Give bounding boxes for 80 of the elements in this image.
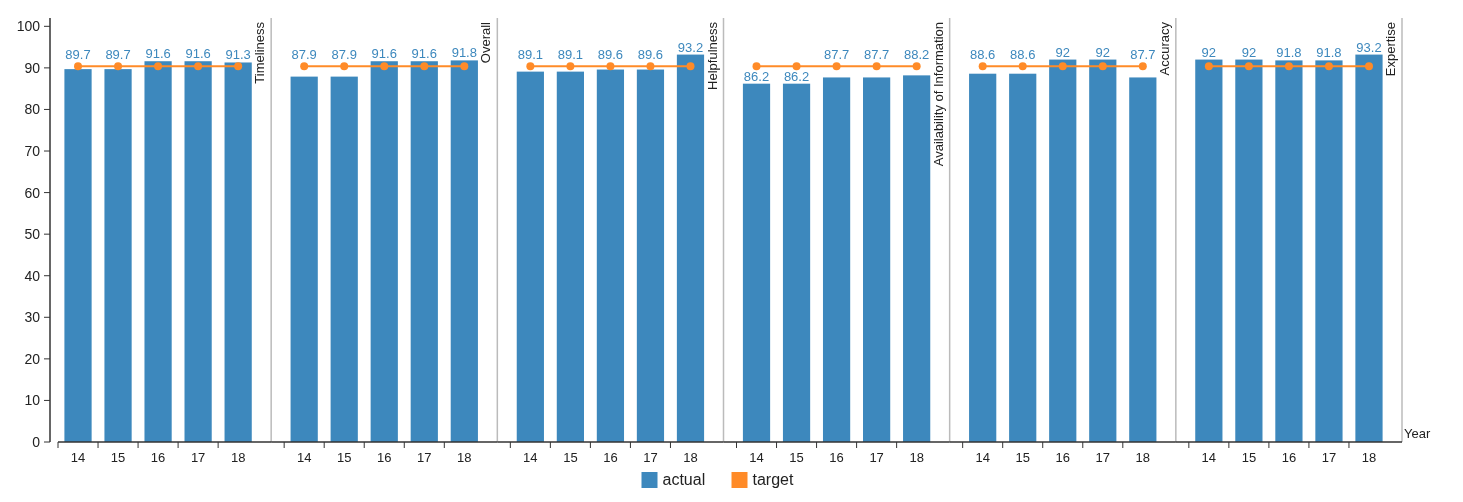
data-label: 89.1 — [517, 47, 544, 63]
x-tick-label: 17 — [1321, 450, 1337, 465]
x-tick-label: 16 — [603, 450, 618, 465]
x-tick-label: 18 — [909, 450, 924, 465]
text: Availability of Information — [930, 22, 946, 167]
data-label: 93.2 — [1356, 39, 1382, 55]
x-tick-label: 17 — [190, 450, 206, 465]
data-label: 87.9 — [331, 47, 357, 63]
data-label: 89.6 — [597, 47, 624, 63]
legend-label: target — [752, 471, 794, 488]
x-tick-label: 14 — [749, 450, 764, 465]
x-tick-label: 16 — [829, 450, 844, 465]
data-label: 91.6 — [145, 46, 171, 62]
data-label: 93.2 — [677, 39, 704, 55]
x-tick-label: 15 — [1241, 450, 1257, 465]
data-label: 91.6 — [371, 46, 397, 62]
x-tick-label: 16 — [1281, 450, 1297, 465]
data-label: 91.3 — [225, 47, 251, 63]
x-tick-label: 17 — [1095, 450, 1111, 465]
data-label: 92 — [1201, 44, 1217, 60]
x-tick-label: 16 — [1055, 450, 1070, 465]
y-tick-label: 0 — [32, 434, 41, 450]
x-tick-label: 16 — [377, 450, 392, 465]
data-label: 91.6 — [185, 46, 211, 62]
data-label: 87.7 — [823, 47, 850, 63]
y-tick-label: 70 — [24, 143, 41, 160]
data-label: 92 — [1055, 44, 1070, 60]
text: Overall — [478, 21, 494, 64]
y-tick-label: 10 — [24, 392, 41, 409]
data-label: 86.2 — [743, 68, 770, 84]
y-tick-label: 20 — [24, 350, 41, 367]
data-label: 87.7 — [1130, 47, 1156, 63]
x-axis-title: Year — [1404, 426, 1431, 441]
x-tick-label: 16 — [150, 450, 166, 465]
data-label: 92 — [1095, 44, 1111, 60]
text: Helpfulness — [704, 21, 720, 90]
y-tick-label: 60 — [24, 184, 41, 201]
data-label: 89.6 — [637, 47, 664, 63]
x-tick-label: 18 — [230, 450, 246, 465]
y-tick-label: 40 — [24, 267, 41, 284]
data-label: 89.1 — [557, 47, 584, 63]
text: Expertise — [1383, 22, 1398, 77]
data-label: 89.7 — [105, 47, 131, 63]
x-tick-label: 18 — [683, 450, 698, 465]
x-tick-label: 14 — [296, 450, 312, 465]
data-label: 87.9 — [291, 47, 317, 63]
x-tick-label: 14 — [975, 450, 990, 465]
data-label: 91.8 — [1316, 45, 1342, 61]
x-tick-label: 15 — [110, 450, 126, 465]
x-tick-label: 14 — [70, 450, 86, 465]
data-label: 88.6 — [1010, 47, 1036, 63]
x-tick-label: 17 — [643, 450, 658, 465]
x-tick-label: 15 — [563, 450, 578, 465]
data-label: 87.7 — [863, 47, 890, 63]
data-label: 88.2 — [903, 47, 930, 63]
x-tick-label: 18 — [457, 450, 472, 465]
data-label: 91.8 — [1276, 45, 1302, 61]
x-tick-label: 15 — [789, 450, 804, 465]
data-label: 92 — [1241, 44, 1257, 60]
legend-label: actual — [662, 471, 706, 488]
data-label: 91.6 — [411, 46, 437, 62]
y-tick-label: 80 — [24, 101, 41, 118]
text: Timeliness — [252, 21, 268, 84]
x-tick-label: 14 — [523, 450, 538, 465]
x-tick-label: 15 — [336, 450, 352, 465]
y-tick-label: 100 — [16, 18, 41, 35]
y-tick-label: 50 — [24, 226, 41, 243]
x-tick-label: 17 — [417, 450, 432, 465]
data-label: 89.7 — [65, 47, 91, 63]
x-tick-label: 14 — [1201, 450, 1217, 465]
x-tick-label: 15 — [1015, 450, 1030, 465]
y-tick-label: 30 — [24, 309, 41, 326]
x-tick-label: 18 — [1135, 450, 1151, 465]
x-tick-label: 18 — [1361, 450, 1377, 465]
y-tick-label: 90 — [24, 59, 41, 76]
data-label: 88.6 — [970, 47, 996, 63]
data-label: 91.8 — [451, 45, 477, 61]
data-label: 86.2 — [783, 68, 810, 84]
text: Accuracy — [1156, 21, 1172, 76]
x-tick-label: 17 — [869, 450, 884, 465]
